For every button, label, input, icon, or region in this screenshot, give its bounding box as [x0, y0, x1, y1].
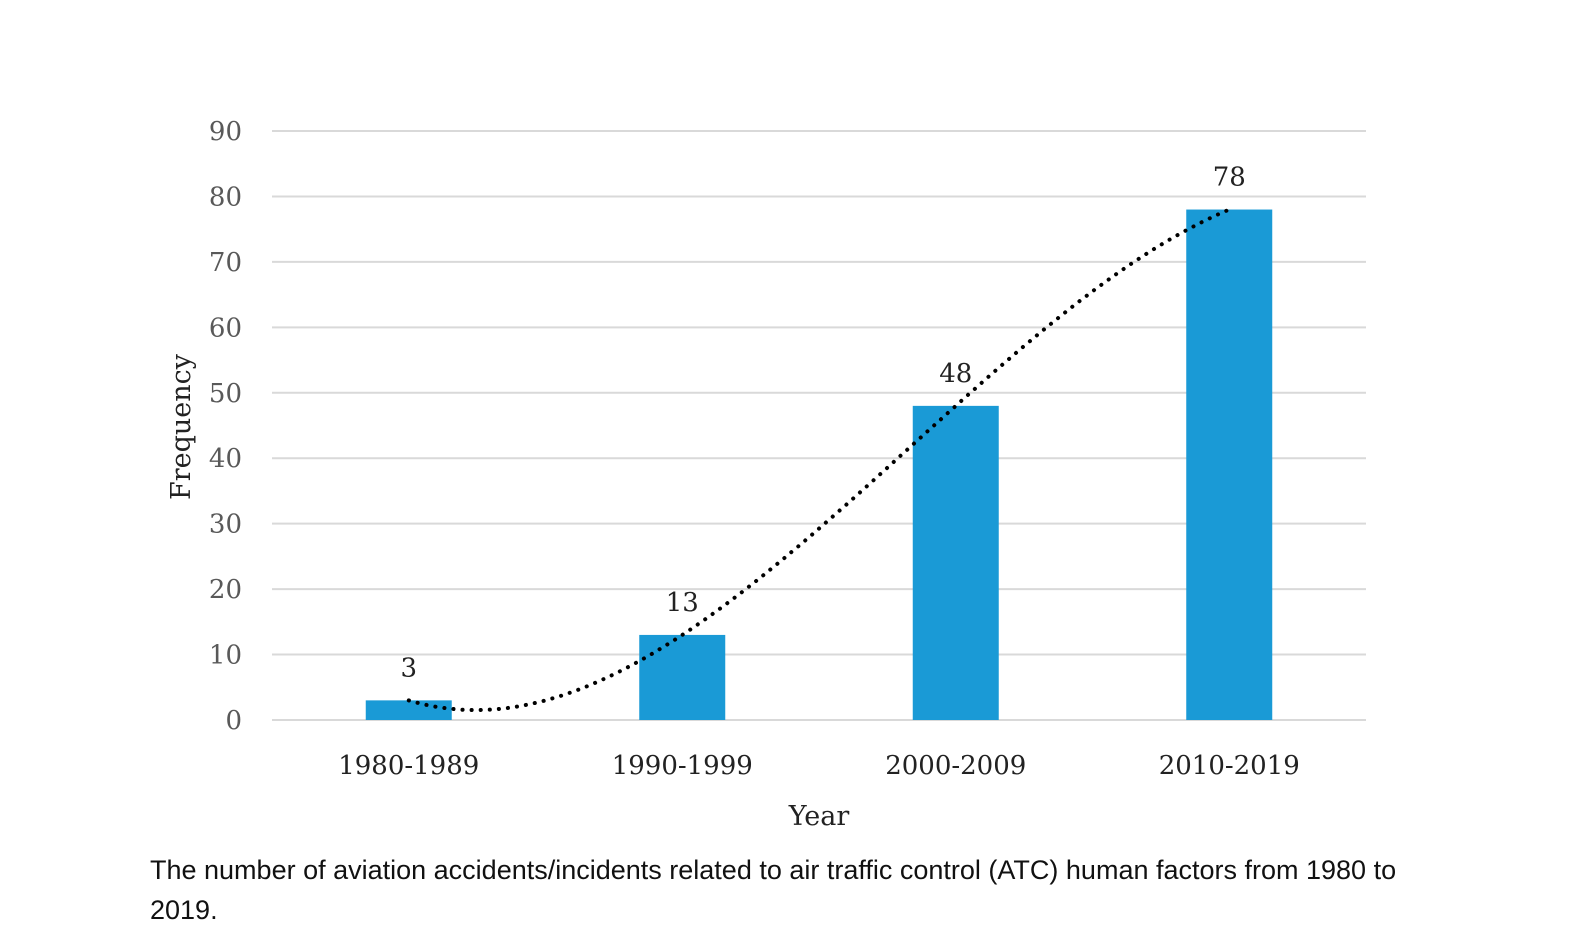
data-label: 78	[1213, 163, 1246, 193]
bar	[1186, 209, 1273, 721]
y-tick-label: 60	[209, 313, 242, 343]
data-label: 3	[400, 653, 417, 683]
x-tick-label: 1980-1989	[338, 751, 479, 781]
y-axis-title: Frequency	[166, 353, 197, 500]
x-tick-label: 2010-2019	[1159, 751, 1300, 781]
y-tick-label: 70	[209, 248, 242, 278]
x-axis-title: Year	[788, 801, 850, 832]
y-tick-label: 90	[209, 117, 242, 147]
y-tick-label: 80	[209, 182, 242, 212]
trendline-path	[406, 207, 1232, 713]
y-tick-label: 10	[209, 641, 242, 671]
y-tick-label: 30	[209, 510, 242, 540]
y-axis-ticks: 0 10 20 30 40 50 60 70 80 90	[209, 117, 242, 736]
y-tick-label: 20	[209, 575, 242, 605]
gridlines	[272, 130, 1366, 721]
bar	[365, 700, 452, 720]
bars	[365, 209, 1273, 721]
x-axis-ticks: 1980-1989 1990-1999 2000-2009 2010-2019	[338, 751, 1300, 781]
x-tick-label: 2000-2009	[885, 751, 1026, 781]
bar	[912, 405, 999, 720]
y-tick-label: 0	[225, 706, 242, 736]
trendline	[406, 207, 1232, 713]
data-label: 48	[939, 359, 972, 389]
x-tick-label: 1990-1999	[612, 751, 753, 781]
y-tick-label: 50	[209, 379, 242, 409]
figure-caption: The number of aviation accidents/inciden…	[150, 855, 1397, 925]
bar-chart: 0 10 20 30 40 50 60 70 80 90 3 13 48 78 1980-1989 199…	[166, 117, 1366, 832]
bar	[639, 634, 726, 720]
data-label: 13	[666, 588, 699, 618]
data-labels: 3 13 48 78	[400, 163, 1245, 684]
y-tick-label: 40	[209, 444, 242, 474]
